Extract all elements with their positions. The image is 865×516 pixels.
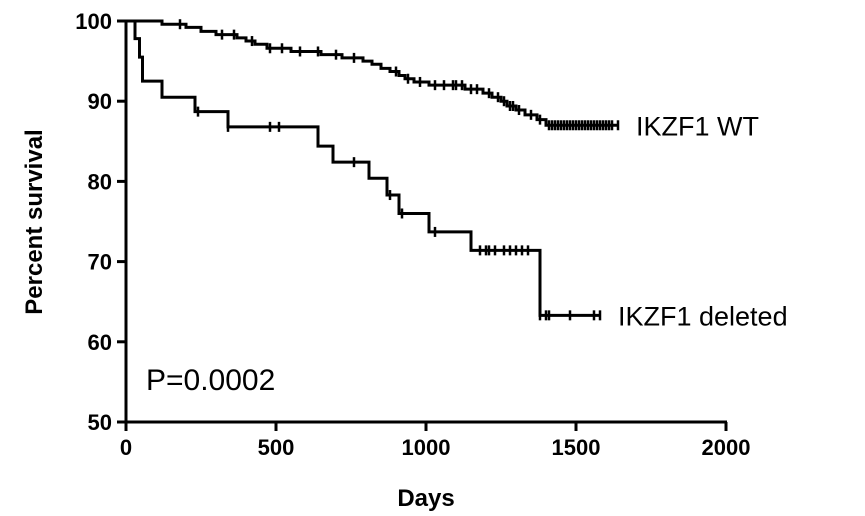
series-label: IKZF1 WT <box>636 111 759 141</box>
x-axis-label: Days <box>397 485 454 512</box>
y-axis-label: Percent survival <box>21 129 48 314</box>
survival-curve <box>126 19 600 317</box>
curves: IKZF1 WT IKZF1 deleted <box>126 19 788 331</box>
x-tick-label: 1500 <box>552 435 601 460</box>
x-tick-label: 2000 <box>702 435 751 460</box>
series-ikzf1-deleted: IKZF1 deleted <box>126 19 788 331</box>
y-tick-label: 70 <box>88 250 112 275</box>
y-tick-label: 90 <box>88 89 112 114</box>
x-tick-label: 500 <box>258 435 295 460</box>
series-ikzf1-wt: IKZF1 WT <box>126 19 759 141</box>
survival-curve <box>126 19 618 127</box>
labels: Days Percent survival P=0.0002 <box>21 129 455 512</box>
series-label: IKZF1 deleted <box>618 301 788 331</box>
y-tick-label: 50 <box>88 410 112 435</box>
x-tick-label: 0 <box>120 435 132 460</box>
x-tick-label: 1000 <box>402 435 451 460</box>
y-tick-label: 60 <box>88 330 112 355</box>
y-tick-label: 80 <box>88 169 112 194</box>
y-tick-label: 100 <box>75 9 112 34</box>
p-value-annotation: P=0.0002 <box>146 364 275 397</box>
